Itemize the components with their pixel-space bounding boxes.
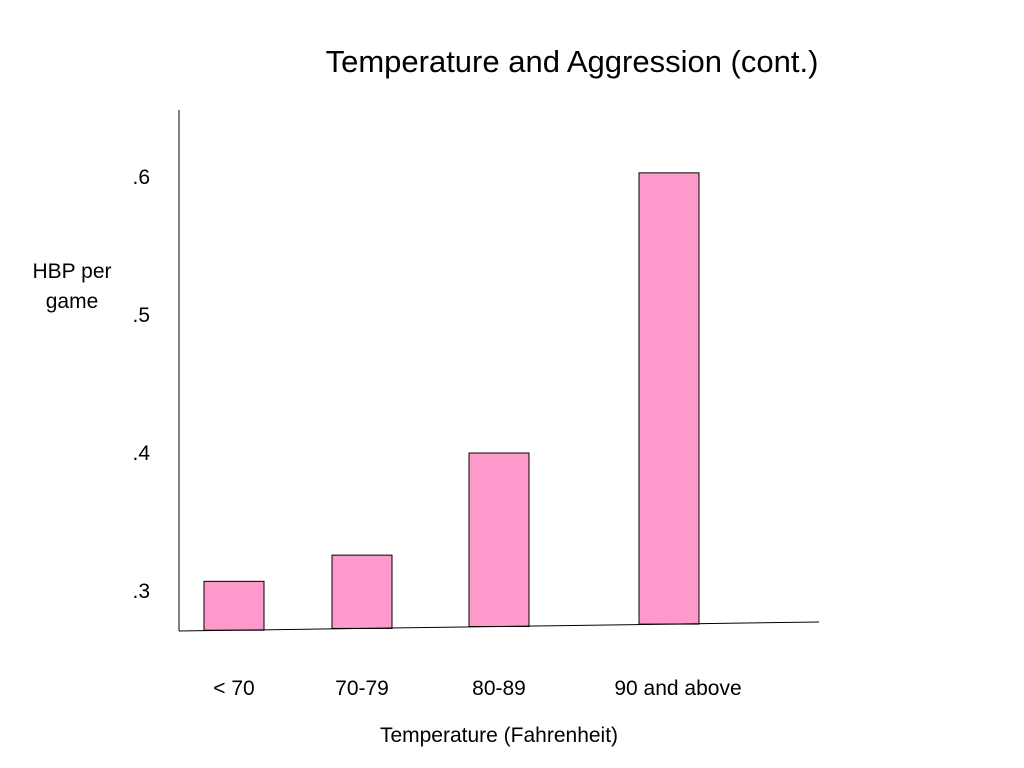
x-tick-label-4: 90 and above — [614, 677, 741, 700]
bar-3 — [468, 452, 530, 627]
x-tick-label-1: < 70 — [213, 677, 254, 700]
y-axis-label-line-1: HBP per — [33, 260, 112, 283]
bars — [203, 172, 700, 631]
x-axis-line — [178, 621, 820, 632]
bar-1 — [203, 580, 265, 631]
chart-title: Temperature and Aggression (cont.) — [326, 44, 819, 79]
x-tick-label-2: 70-79 — [335, 677, 389, 700]
x-tick-label-3: 80-89 — [472, 677, 526, 700]
bar-2 — [331, 554, 393, 629]
y-tick-label-3: .4 — [132, 442, 150, 465]
x-tick-labels: < 70 70-79 80-89 90 and above — [213, 677, 741, 700]
y-tick-label-2: .5 — [132, 304, 150, 327]
y-axis-label-line-2: game — [46, 290, 99, 313]
y-tick-label-1: .6 — [132, 166, 150, 189]
x-axis-label: Temperature (Fahrenheit) — [380, 724, 618, 747]
bar-4 — [638, 172, 700, 625]
y-tick-label-4: .3 — [132, 580, 150, 603]
y-tick-labels: .6 .5 .4 .3 — [132, 166, 150, 603]
